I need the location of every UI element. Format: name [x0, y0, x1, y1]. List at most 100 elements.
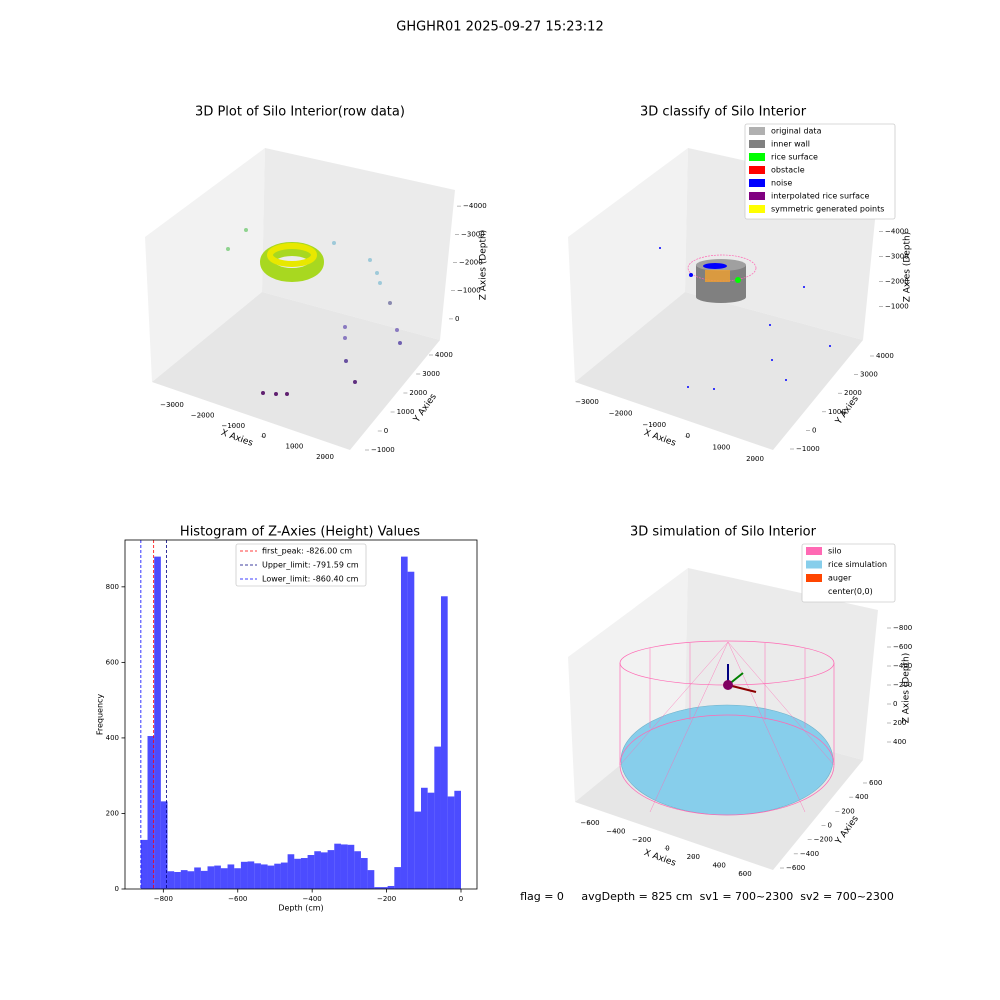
x-tick-label: −800	[154, 895, 173, 903]
x-tick-label: 0	[262, 432, 266, 440]
z-tick-label: 400	[893, 738, 906, 746]
bar	[287, 854, 295, 889]
x-tick-label: 0	[459, 895, 463, 903]
y-tick-label: 1000	[397, 408, 415, 416]
z-tick-label: −400	[893, 662, 912, 670]
y-tick-label: −400	[800, 850, 819, 858]
figure-title: GHGHR01 2025-09-27 15:23:12	[396, 20, 603, 35]
y-tick-label: 3000	[860, 371, 878, 379]
bar	[294, 858, 301, 889]
z-tick-label: 0	[893, 700, 897, 708]
legend-label: noise	[771, 179, 792, 188]
z-tick-label: −2000	[459, 259, 483, 267]
bar	[307, 855, 315, 889]
z-tick-label: −1000	[885, 303, 909, 311]
bar	[140, 839, 148, 889]
bar	[207, 866, 215, 889]
y-tick-label: −1000	[796, 445, 820, 453]
legend-label: Lower_limit: -860.40 cm	[262, 575, 359, 584]
legend-label: first_peak: -826.00 cm	[262, 547, 352, 556]
z-tick-label: 0	[455, 315, 459, 323]
x-tick-label: 2000	[746, 455, 764, 463]
x-tick-label: −3000	[160, 401, 184, 409]
legend-swatch	[749, 153, 765, 161]
y-tick-label: 200	[106, 809, 119, 817]
z-tick-label: −600	[893, 643, 912, 651]
bar	[360, 858, 368, 889]
y-tick-label: 2000	[409, 389, 427, 397]
legend-swatch	[749, 140, 765, 148]
bar	[434, 746, 441, 889]
y-tick-label: 0	[812, 426, 816, 434]
bar	[234, 868, 241, 889]
x-tick-label: 400	[712, 861, 725, 869]
y-tick-label: 0	[115, 885, 119, 893]
legend-label: obstacle	[771, 166, 805, 175]
legend-label: symmetric generated points	[771, 205, 884, 214]
bar	[220, 868, 228, 889]
y-tick-label: 600	[106, 658, 119, 666]
y-tick-label: 600	[869, 779, 882, 787]
z-tick-label: −3000	[461, 230, 485, 238]
legend-swatch	[749, 205, 765, 213]
bar	[160, 801, 168, 889]
z-tick-label: −3000	[885, 253, 909, 261]
axis-label: Z Axies (Depth)	[479, 230, 489, 301]
x-tick-label: −600	[580, 819, 599, 827]
x-tick-label: 2000	[316, 453, 334, 461]
bar	[187, 871, 195, 889]
bar	[334, 843, 341, 889]
x-tick-label: 1000	[712, 444, 730, 452]
bar	[314, 851, 321, 889]
x-tick-label: −3000	[575, 398, 599, 406]
y-tick-label: 2000	[844, 389, 862, 397]
subplot-title: 3D Plot of Silo Interior(row data)	[195, 105, 405, 120]
x-tick-label: 0	[686, 432, 690, 440]
bar	[380, 887, 388, 889]
x-tick-label: −600	[228, 895, 247, 903]
y-tick-label: 0	[384, 427, 388, 435]
x-tick-label: −200	[632, 836, 651, 844]
y-tick-label: 400	[106, 734, 119, 742]
legend-label: center(0,0)	[828, 587, 873, 596]
legend-swatch	[749, 127, 765, 135]
bar	[340, 844, 348, 889]
bar	[274, 863, 281, 889]
legend-swatch	[749, 166, 765, 174]
legend-box	[801, 543, 896, 603]
legend-swatch	[806, 574, 822, 582]
legend-swatch	[749, 192, 765, 200]
axis-label: Z Axies (Depth)	[902, 653, 912, 724]
bar	[280, 862, 288, 889]
panes-1	[145, 148, 455, 450]
bar	[387, 885, 395, 889]
bar	[260, 864, 268, 889]
bar	[394, 867, 401, 889]
bar	[447, 796, 455, 889]
subplot-title: 3D classify of Silo Interior	[640, 105, 807, 120]
raw-cloud	[226, 228, 402, 396]
classified-cloud	[659, 247, 831, 390]
bar	[247, 861, 255, 889]
z-tick-label: −800	[893, 624, 912, 632]
bar	[427, 792, 435, 889]
legend-box	[235, 543, 367, 587]
bar	[374, 887, 381, 889]
x-tick-label: −2000	[609, 409, 633, 417]
footer: flag = 0 avgDepth = 825 cm sv1 = 700~230…	[520, 890, 894, 903]
y-tick-label: −1000	[371, 446, 395, 454]
bar	[327, 850, 335, 889]
x-tick-label: 1000	[285, 443, 303, 451]
z-tick-label: −2000	[885, 278, 909, 286]
subplot-title: Histogram of Z-Axies (Height) Values	[180, 525, 420, 540]
bar	[240, 861, 248, 889]
bar	[440, 596, 448, 889]
y-tick-label: 200	[841, 807, 854, 815]
axis-label: Z Axies (Depth)	[903, 232, 913, 303]
y-tick-label: 4000	[876, 352, 894, 360]
x-tick-label: 0	[665, 845, 669, 853]
bar	[414, 811, 421, 889]
y-axis-label: Frequency	[96, 694, 105, 736]
bar	[180, 870, 188, 889]
legend-swatch	[806, 547, 822, 555]
